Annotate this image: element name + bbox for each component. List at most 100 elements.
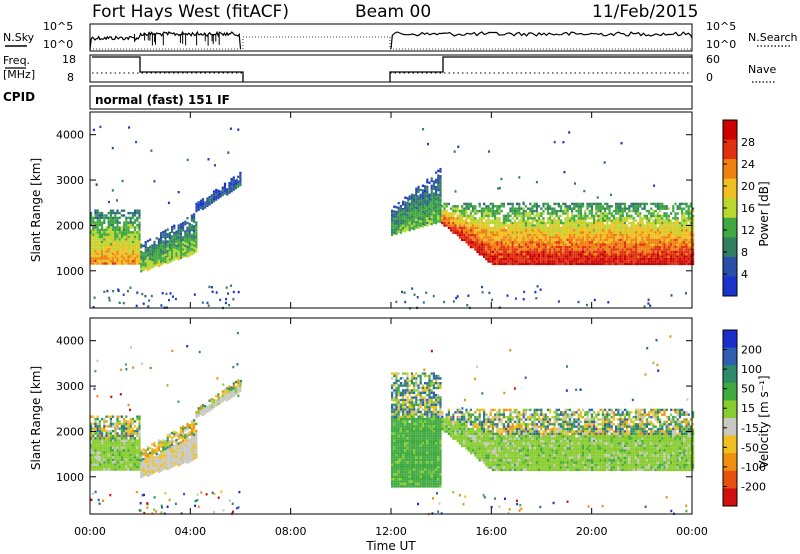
heatmap-cell	[551, 250, 554, 254]
heatmap-cell	[112, 211, 115, 215]
heatmap-cell	[430, 177, 433, 180]
heatmap-cell	[507, 250, 510, 254]
heatmap-cell	[665, 221, 668, 225]
heatmap-cell	[555, 236, 558, 239]
heatmap-cell	[127, 245, 130, 248]
heatmap-cell	[206, 410, 209, 413]
heatmap-cell	[582, 260, 585, 263]
heatmap-cell	[535, 248, 538, 251]
heatmap-cell	[601, 243, 604, 246]
heatmap-cell	[131, 250, 134, 253]
heatmap-cell	[579, 217, 582, 220]
heatmap-cell	[160, 249, 163, 252]
heatmap-cell	[648, 219, 651, 222]
heatmap-cell	[670, 224, 673, 227]
heatmap-cell	[645, 217, 648, 220]
heatmap-cell	[116, 422, 119, 426]
heatmap-cell	[683, 229, 686, 232]
heatmap-cell	[435, 188, 438, 191]
heatmap-cell	[232, 394, 235, 397]
heatmap-cell	[652, 231, 655, 234]
heatmap-cell	[500, 209, 503, 213]
heatmap-cell	[626, 229, 629, 232]
heatmap-cell	[641, 207, 644, 210]
heatmap-cell	[531, 250, 534, 254]
heatmap-cell	[239, 382, 242, 385]
heatmap-cell	[535, 250, 538, 254]
heatmap-cell	[535, 205, 538, 208]
heatmap-cell	[232, 188, 235, 191]
heatmap-cell	[615, 241, 618, 244]
heatmap-cell	[505, 248, 508, 251]
heatmap-cell	[96, 417, 99, 421]
heatmap-cell	[522, 201, 525, 204]
heatmap-cell	[648, 233, 651, 237]
heatmap-cell	[221, 390, 224, 393]
heatmap-cell	[395, 374, 398, 378]
heatmap-cell	[417, 197, 420, 201]
heatmap-cell	[452, 212, 455, 215]
heatmap-cell	[164, 234, 167, 237]
nave-tick-top: 60	[706, 53, 720, 66]
heatmap-cell	[127, 238, 130, 241]
heatmap-cell	[608, 217, 611, 220]
heatmap-cell	[424, 204, 427, 207]
heatmap-cell	[237, 290, 240, 294]
heatmap-cell	[146, 474, 149, 477]
heatmap-cell	[430, 196, 433, 199]
heatmap-cell	[568, 257, 571, 261]
heatmap-cell	[155, 251, 158, 254]
heatmap-cell	[601, 229, 604, 232]
heatmap-cell	[586, 224, 589, 227]
heatmap-cell	[182, 250, 185, 254]
heatmap-cell	[136, 238, 139, 241]
heatmap-cell	[590, 243, 593, 246]
heatmap-cell	[406, 204, 409, 207]
heatmap-cell	[142, 251, 145, 255]
heatmap-cell	[160, 263, 163, 266]
heatmap-cell	[109, 458, 112, 462]
heatmap-cell	[131, 226, 134, 229]
heatmap-cell	[410, 205, 413, 208]
heatmap-cell	[193, 457, 196, 460]
heatmap-cell	[140, 250, 143, 254]
heatmap-cell	[177, 464, 180, 467]
heatmap-cell	[630, 205, 633, 208]
heatmap-cell	[650, 250, 653, 254]
heatmap-cell	[118, 211, 121, 215]
heatmap-cell	[182, 459, 185, 462]
heatmap-cell	[535, 297, 538, 300]
heatmap-cell	[562, 260, 565, 263]
heatmap-cell	[98, 425, 101, 428]
heatmap-cell	[571, 207, 574, 210]
heatmap-cell	[670, 255, 673, 258]
heatmap-cell	[606, 238, 609, 242]
heatmap-cell	[107, 231, 110, 234]
heatmap-cell	[597, 217, 600, 220]
heatmap-cell	[184, 433, 187, 437]
heatmap-cell	[641, 217, 644, 220]
heatmap-cell	[129, 223, 132, 227]
heatmap-cell	[415, 226, 418, 229]
heatmap-cell	[676, 236, 679, 239]
heatmap-cell	[94, 250, 97, 253]
heatmap-cell	[107, 451, 110, 454]
heatmap-cell	[101, 453, 104, 457]
heatmap-cell	[120, 257, 123, 260]
heatmap-cell	[166, 463, 169, 466]
heatmap-cell	[101, 463, 104, 466]
heatmap-cell	[188, 244, 191, 247]
heatmap-cell	[123, 458, 126, 462]
heatmap-cell	[465, 205, 468, 208]
heatmap-cell	[489, 248, 492, 251]
heatmap-cell	[518, 262, 521, 266]
heatmap-cell	[229, 127, 232, 130]
heatmap-cell	[683, 257, 686, 261]
heatmap-cell	[399, 231, 402, 234]
heatmap-cell	[648, 236, 651, 239]
heatmap-cell	[114, 259, 117, 263]
heatmap-cell	[138, 209, 141, 212]
nave-label: Nave	[748, 63, 776, 76]
heatmap-cell	[447, 226, 450, 230]
heatmap-cell	[599, 253, 602, 256]
